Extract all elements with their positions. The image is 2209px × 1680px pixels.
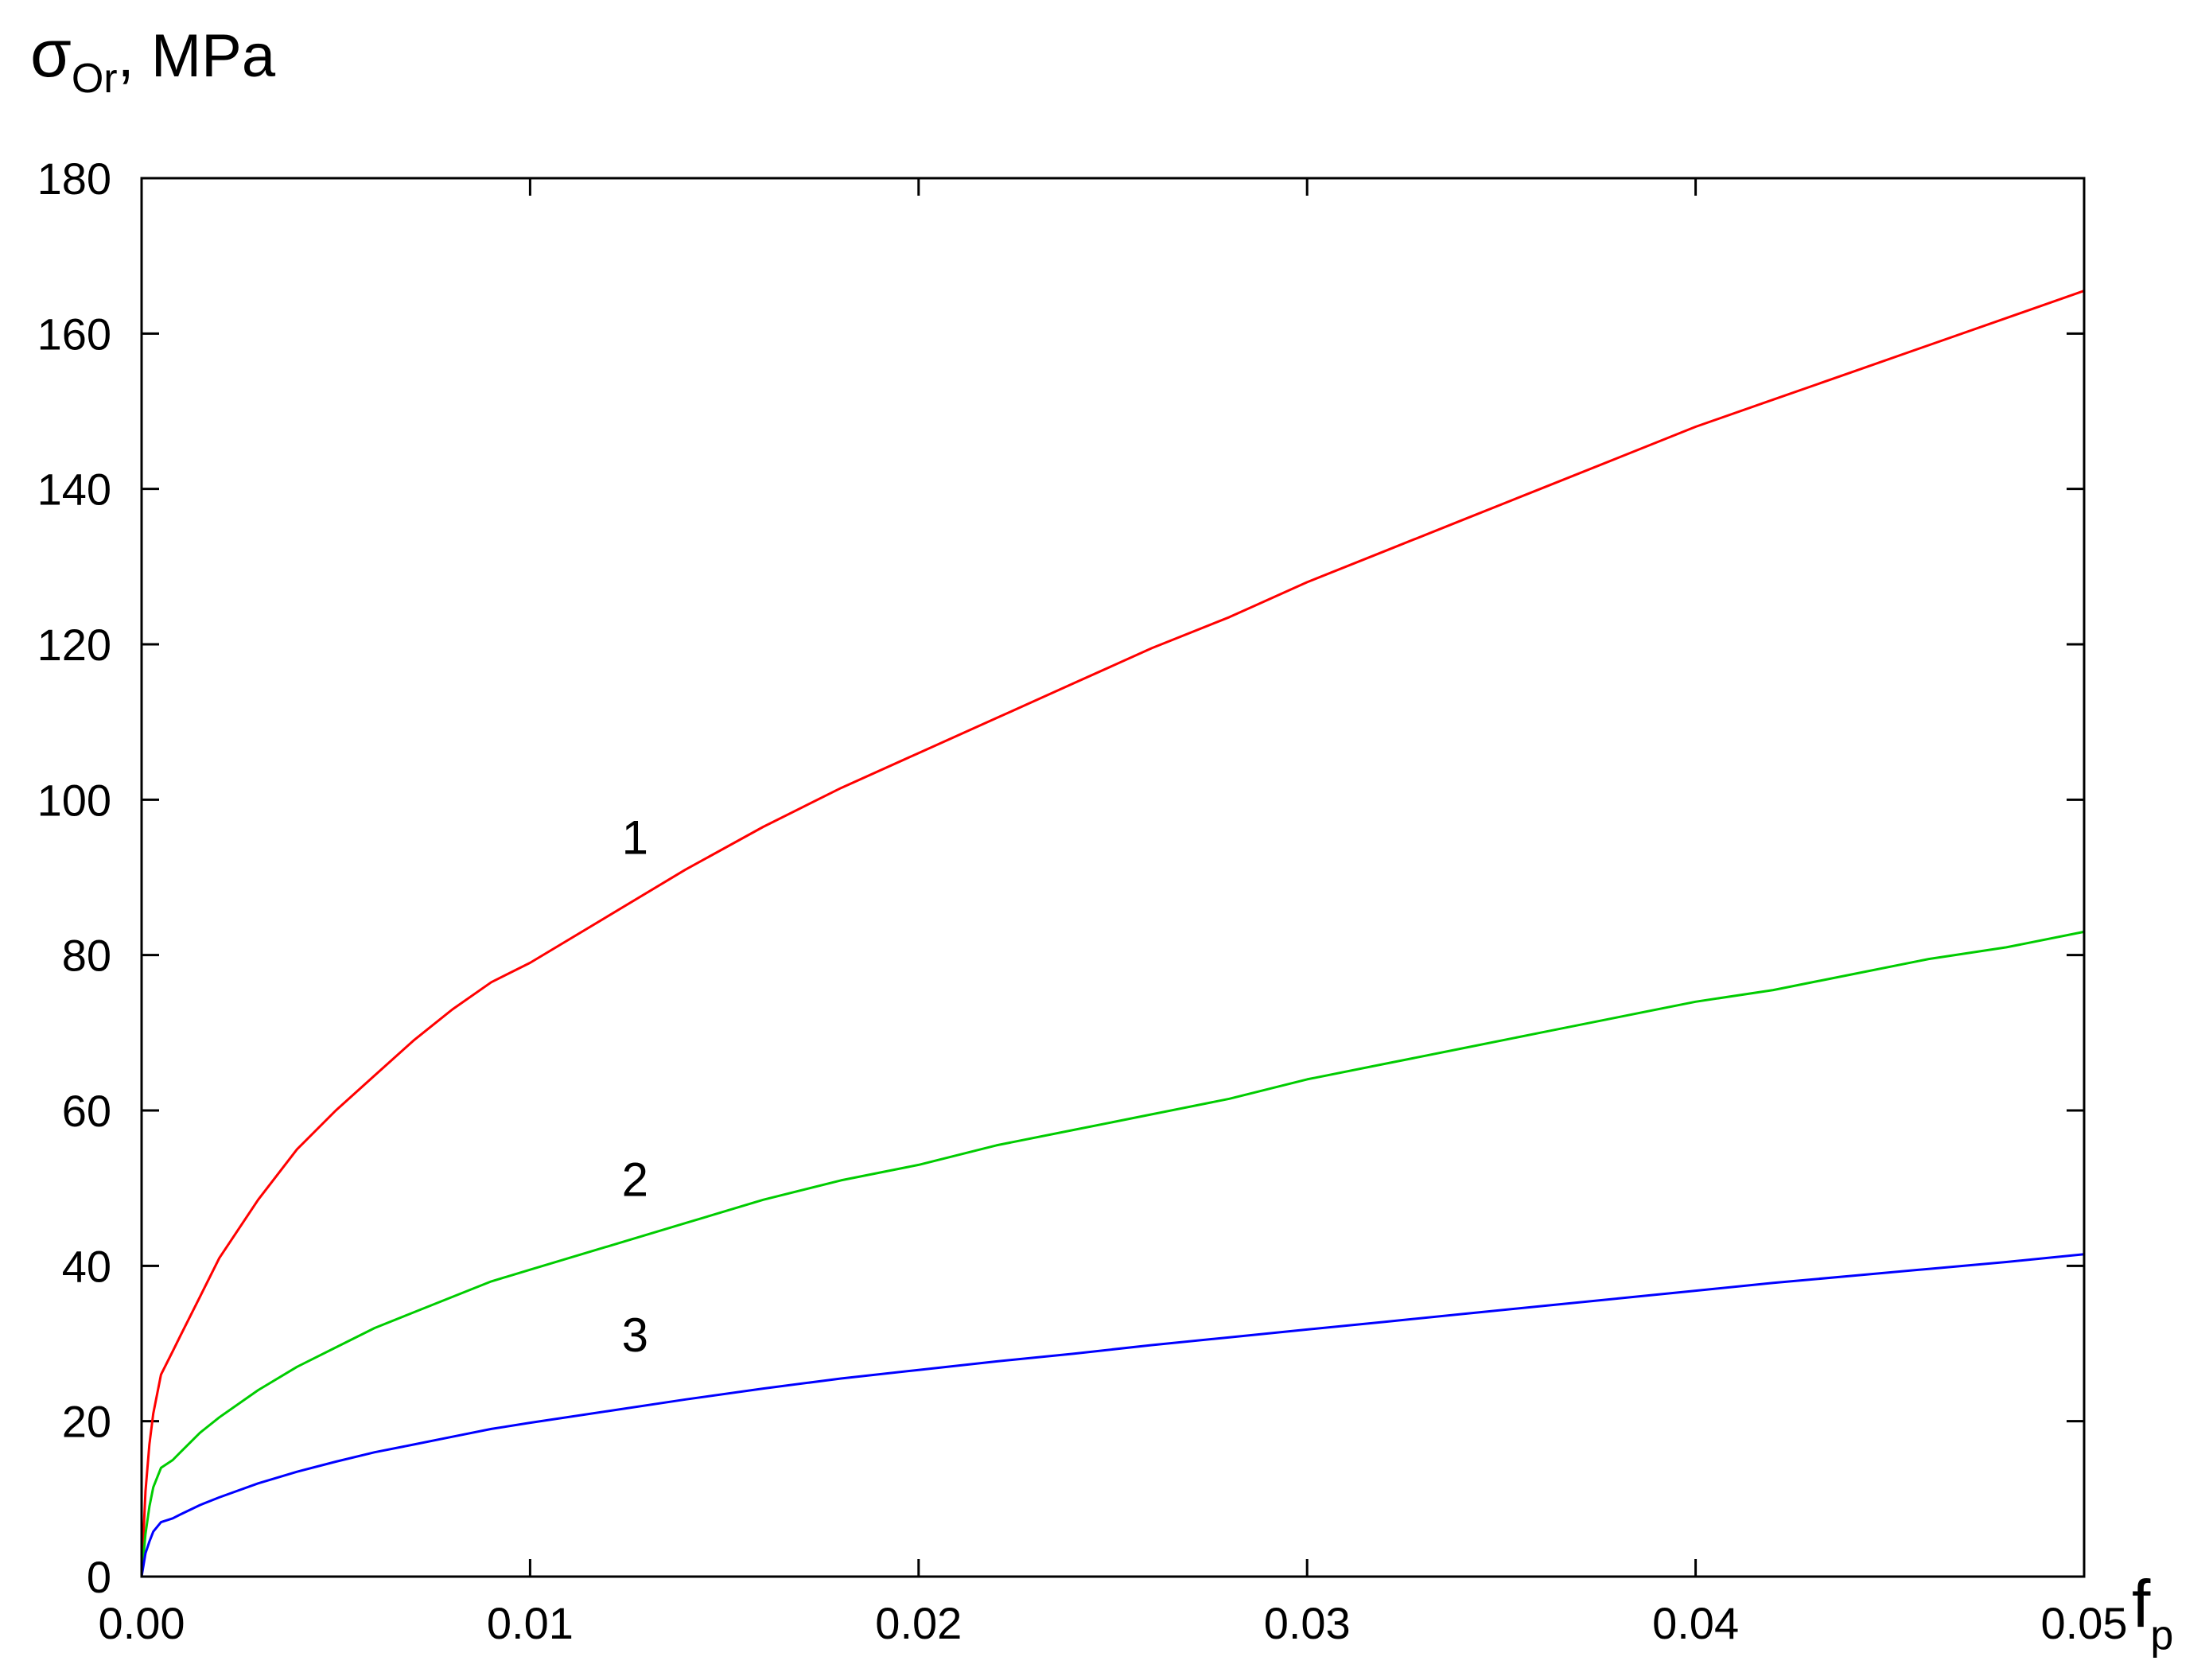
y-tick-label: 120 — [37, 620, 111, 670]
y-tick-label: 60 — [62, 1086, 111, 1136]
y-axis-title: σOr, MPa — [30, 16, 276, 102]
y-tick-label: 180 — [37, 154, 111, 204]
x-tick-label: 0.03 — [1264, 1598, 1351, 1648]
series-label-2: 2 — [622, 1153, 648, 1206]
plot-frame — [140, 177, 2086, 1578]
series-line-2 — [140, 930, 2085, 1577]
y-tick-label: 20 — [62, 1397, 111, 1447]
x-tick-label: 0.05 — [2041, 1598, 2128, 1648]
y-tick-label: 0 — [87, 1552, 111, 1602]
series-lines — [140, 290, 2085, 1577]
series-labels: 1 2 3 — [622, 811, 648, 1362]
y-axis-symbol: σ — [30, 16, 72, 91]
x-tick-label: 0.00 — [99, 1598, 185, 1648]
y-axis-unit: , MPa — [118, 22, 276, 90]
series-line-3 — [140, 1253, 2085, 1577]
series-label-1: 1 — [622, 811, 648, 865]
y-tick-label: 40 — [62, 1241, 111, 1291]
x-tick-label: 0.04 — [1652, 1598, 1739, 1648]
x-axis-subscript: p — [2150, 1612, 2173, 1659]
x-axis-title: fp — [2132, 1566, 2173, 1659]
y-tick-label: 80 — [62, 931, 111, 981]
y-tick-label: 140 — [37, 465, 111, 515]
series-label-3: 3 — [622, 1309, 648, 1362]
y-tick-label: 100 — [37, 775, 111, 825]
y-axis-subscript: Or — [72, 56, 118, 102]
x-tick-label: 0.01 — [487, 1598, 574, 1648]
x-tick-label: 0.02 — [875, 1598, 962, 1648]
x-axis-symbol: f — [2132, 1566, 2151, 1641]
axis-tick-labels: 0.00 0.01 0.02 0.03 0.04 0.05 0 20 40 60 80 100 120 1… — [37, 154, 2128, 1648]
y-tick-label: 160 — [37, 309, 111, 359]
series-line-1 — [140, 290, 2085, 1577]
